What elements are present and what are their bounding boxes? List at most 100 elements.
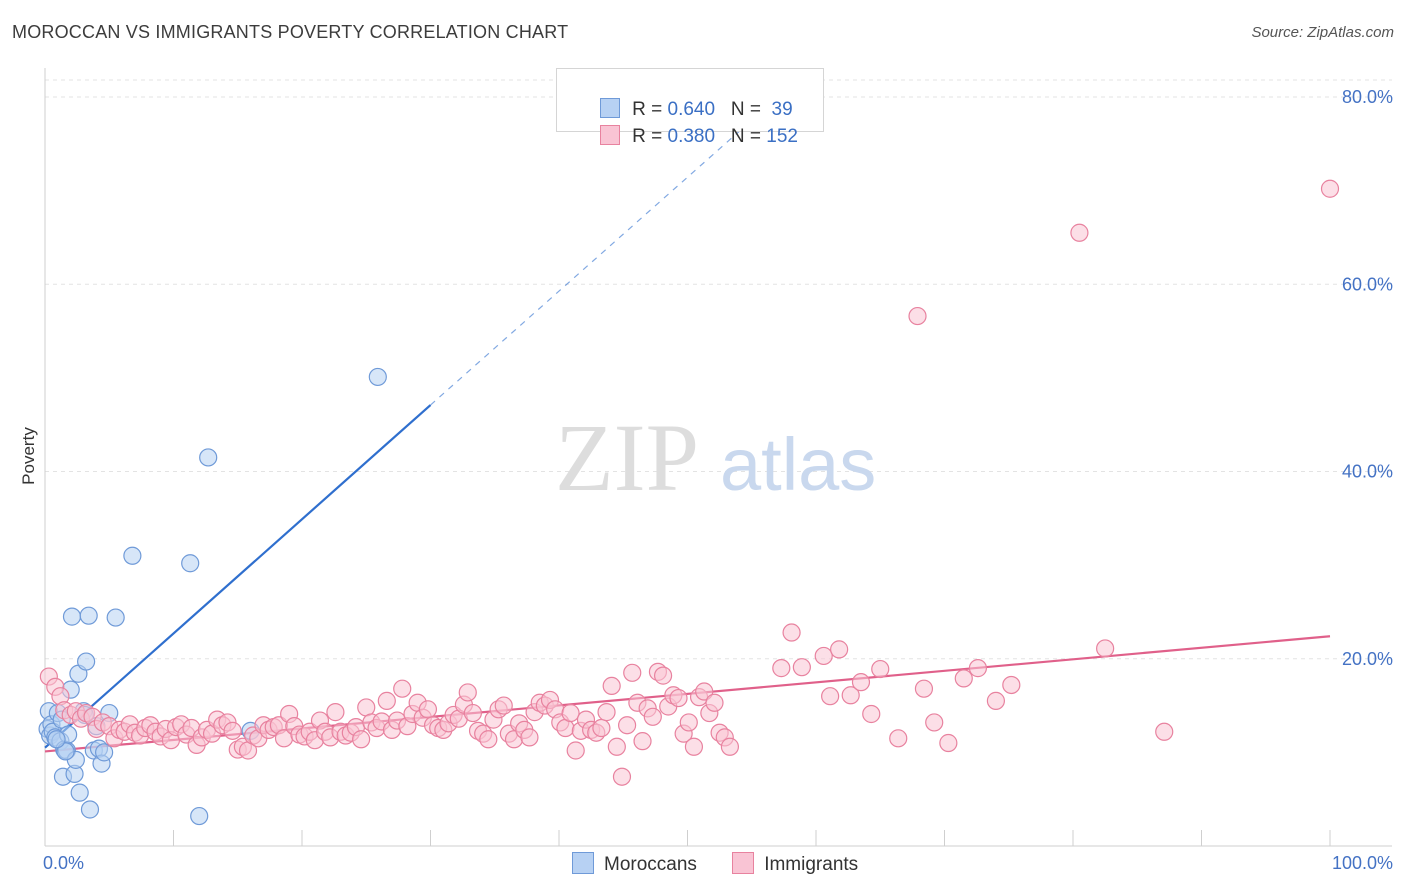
point-moroccans	[190, 806, 209, 826]
legend-swatch-immigrants	[732, 852, 755, 874]
point-immigrants	[494, 696, 513, 715]
legend-row-moroccans: R = 0.640 N = 39	[579, 76, 793, 120]
y-tick-label: 80.0%	[1342, 87, 1393, 107]
legend-item-moroccans: Moroccans	[572, 852, 697, 876]
x-tick-label: 100.0%	[1332, 853, 1393, 873]
point-immigrants	[1320, 179, 1340, 198]
point-immigrants	[352, 730, 371, 749]
point-immigrants	[1070, 223, 1089, 242]
point-moroccans	[80, 800, 100, 819]
point-immigrants	[1002, 675, 1021, 695]
legend-label-moroccans: Moroccans	[604, 854, 697, 875]
source-label: Source: ZipAtlas.com	[1251, 24, 1394, 41]
x-tick-label: 0.0%	[43, 853, 84, 873]
point-immigrants	[821, 687, 840, 706]
point-immigrants	[479, 730, 498, 749]
legend-row-immigrants: R = 0.380 N = 152	[579, 103, 798, 147]
r-value: 0.380	[667, 126, 716, 147]
watermark-zip: ZIP	[555, 404, 699, 511]
chart-title: MOROCCAN VS IMMIGRANTS POVERTY CORRELATI…	[12, 22, 569, 42]
point-moroccans	[79, 606, 98, 625]
point-immigrants	[792, 658, 811, 677]
point-immigrants	[463, 703, 483, 723]
y-axis-label: Poverty	[19, 427, 38, 485]
tick-labels: 20.0% 40.0% 60.0% 80.0% 0.0% 100.0%	[43, 87, 1393, 873]
point-immigrants	[841, 686, 860, 705]
point-immigrants	[592, 718, 611, 738]
point-immigrants	[939, 733, 958, 753]
point-immigrants	[814, 646, 833, 666]
point-immigrants	[830, 640, 849, 659]
point-moroccans	[123, 546, 142, 565]
point-immigrants	[597, 703, 616, 722]
point-immigrants	[1155, 722, 1174, 741]
point-immigrants	[377, 691, 396, 710]
point-immigrants	[782, 623, 801, 642]
point-immigrants	[1096, 639, 1115, 658]
point-immigrants	[566, 741, 585, 760]
point-immigrants	[393, 679, 412, 698]
point-immigrants	[602, 676, 621, 696]
point-immigrants	[643, 707, 662, 726]
point-immigrants	[705, 693, 724, 712]
point-immigrants	[684, 737, 704, 756]
legend-label-immigrants: Immigrants	[764, 854, 859, 875]
point-immigrants	[695, 682, 714, 701]
point-immigrants	[679, 713, 698, 732]
r-label: R =	[632, 99, 668, 120]
point-immigrants	[772, 659, 791, 678]
n-label: N =	[730, 126, 767, 147]
y-tick-label: 40.0%	[1342, 462, 1393, 482]
point-immigrants	[458, 683, 477, 702]
n-label: N =	[730, 99, 767, 120]
legend-swatch-immigrants	[600, 125, 621, 145]
n-value: 39	[766, 99, 793, 120]
point-moroccans	[95, 743, 114, 762]
point-moroccans	[368, 367, 387, 387]
legend-swatch-moroccans	[572, 852, 594, 874]
point-immigrants	[633, 732, 652, 751]
legend-item-immigrants: Immigrants	[732, 852, 858, 876]
r-label: R =	[632, 126, 668, 147]
point-immigrants	[720, 737, 740, 756]
point-immigrants	[418, 700, 438, 719]
point-immigrants	[851, 673, 871, 692]
r-value: 0.640	[667, 99, 716, 120]
gridlines	[45, 79, 1392, 660]
point-moroccans	[106, 608, 125, 627]
point-immigrants	[954, 669, 973, 688]
watermark-atlas: atlas	[720, 423, 876, 506]
point-immigrants	[612, 767, 632, 786]
point-moroccans	[62, 607, 82, 626]
data-points	[38, 179, 1340, 826]
point-moroccans	[47, 730, 66, 749]
point-immigrants	[862, 704, 881, 724]
point-immigrants	[623, 663, 642, 682]
correlation-legend: R = 0.640 N = 39 R = 0.380 N = 152	[556, 68, 824, 147]
point-immigrants	[914, 679, 934, 698]
point-immigrants	[986, 691, 1006, 710]
point-immigrants	[326, 703, 345, 722]
trend-line-moroccans	[44, 404, 432, 749]
point-immigrants	[908, 306, 927, 326]
legend-swatch-moroccans	[600, 98, 621, 118]
point-immigrants	[653, 666, 673, 685]
point-moroccans	[181, 554, 200, 573]
watermark: ZIP atlas	[555, 404, 876, 511]
y-tick-label: 60.0%	[1342, 274, 1393, 294]
y-tick-label: 20.0%	[1342, 649, 1393, 669]
point-immigrants	[669, 688, 688, 708]
point-immigrants	[968, 659, 988, 678]
trend-extension-moroccans	[430, 131, 740, 406]
point-immigrants	[561, 703, 580, 723]
point-immigrants	[925, 713, 944, 732]
point-immigrants	[607, 737, 626, 756]
point-immigrants	[520, 728, 539, 747]
point-immigrants	[871, 659, 890, 679]
series-legend: Moroccans Immigrants	[572, 852, 888, 876]
point-immigrants	[223, 721, 242, 740]
point-moroccans	[70, 783, 89, 802]
point-moroccans	[56, 742, 75, 761]
n-value: 152	[766, 126, 798, 147]
